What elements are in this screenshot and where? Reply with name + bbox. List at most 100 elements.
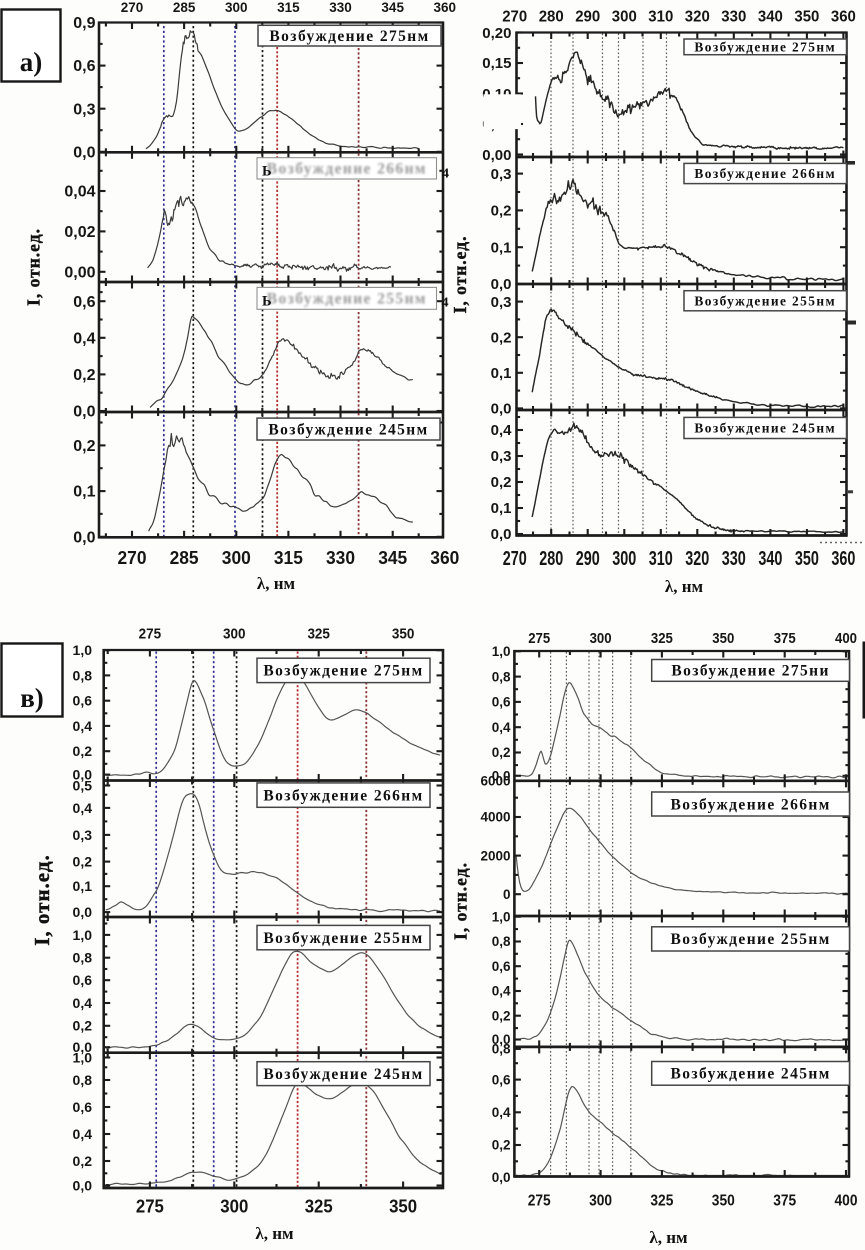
svg-text:340: 340: [758, 548, 782, 570]
svg-text:0,0: 0,0: [491, 401, 512, 418]
svg-text:0,0: 0,0: [73, 767, 93, 783]
svg-text:0,2: 0,2: [491, 203, 512, 220]
svg-text:0,8: 0,8: [73, 950, 93, 966]
svg-text:в): в): [20, 683, 44, 713]
svg-text:Возбуждение 266нм: Возбуждение 266нм: [263, 787, 423, 804]
svg-text:0,1: 0,1: [73, 484, 95, 501]
svg-text:4000: 4000: [480, 810, 510, 825]
svg-text:I, отн.ед.: I, отн.ед.: [30, 854, 54, 945]
svg-text:I, отн.ед.: I, отн.ед.: [451, 862, 471, 940]
svg-text:Ь: Ь: [262, 294, 272, 310]
svg-text:345: 345: [381, 0, 404, 15]
svg-text:0,20: 0,20: [482, 25, 511, 42]
svg-text:270: 270: [121, 0, 144, 15]
svg-text:0,9: 0,9: [73, 15, 95, 32]
svg-text:0,02: 0,02: [64, 224, 95, 241]
svg-text:0,2: 0,2: [73, 1153, 93, 1169]
svg-text:285: 285: [173, 0, 196, 15]
svg-text:Возбуждение 245нм: Возбуждение 245нм: [263, 1066, 423, 1083]
svg-text:325: 325: [650, 1193, 673, 1210]
svg-text:0,4: 0,4: [73, 1126, 93, 1142]
svg-text:0,8: 0,8: [492, 934, 511, 949]
svg-text:0,5: 0,5: [73, 777, 93, 793]
svg-text:0,6: 0,6: [73, 693, 93, 709]
svg-text:0,0: 0,0: [492, 1032, 511, 1047]
svg-text:а): а): [20, 47, 43, 77]
svg-text:300: 300: [612, 9, 637, 26]
svg-text:Возбуждение 266нм: Возбуждение 266нм: [267, 161, 427, 178]
svg-text:360: 360: [831, 548, 855, 570]
svg-text:0,0: 0,0: [73, 904, 93, 920]
svg-text:300: 300: [225, 0, 248, 15]
svg-text:Возбуждение 255нм: Возбуждение 255нм: [671, 931, 831, 948]
svg-text:0,4: 0,4: [492, 1105, 511, 1120]
svg-text:0,04: 0,04: [64, 184, 95, 201]
svg-text:0,8: 0,8: [492, 1042, 511, 1057]
svg-text:Возбуждение 275ни: Возбуждение 275ни: [671, 663, 830, 680]
svg-text:280: 280: [539, 548, 563, 570]
svg-text:0,6: 0,6: [73, 1099, 93, 1115]
svg-text:0: 0: [503, 887, 511, 902]
svg-text:300: 300: [223, 626, 246, 643]
svg-text:360: 360: [430, 548, 459, 568]
svg-text:0,0: 0,0: [73, 529, 95, 546]
svg-text:0,6: 0,6: [492, 695, 511, 710]
svg-text:280: 280: [539, 9, 564, 26]
svg-text:0,2: 0,2: [73, 438, 95, 455]
svg-text:310: 310: [648, 9, 673, 26]
svg-text:0,0: 0,0: [73, 1177, 93, 1193]
svg-text:340: 340: [758, 9, 783, 26]
svg-text:0,2: 0,2: [492, 745, 511, 760]
svg-text:315: 315: [274, 548, 303, 568]
svg-text:λ, нм: λ, нм: [257, 574, 296, 593]
svg-text:0,0: 0,0: [73, 1039, 93, 1055]
svg-text:375: 375: [773, 1193, 796, 1210]
svg-text:Возбуждение 255нм: Возбуждение 255нм: [263, 930, 423, 947]
svg-text:350: 350: [712, 630, 734, 647]
svg-text:300: 300: [589, 1193, 612, 1210]
svg-text:360: 360: [434, 0, 457, 15]
svg-text:0,3: 0,3: [491, 448, 512, 465]
svg-text:0,8: 0,8: [73, 1072, 93, 1088]
svg-text:1,0: 1,0: [73, 642, 93, 658]
svg-text:315: 315: [277, 0, 300, 15]
svg-text:0,4: 0,4: [492, 984, 511, 999]
svg-text:0,4: 0,4: [491, 422, 513, 439]
svg-text:350: 350: [389, 1197, 417, 1217]
svg-text:330: 330: [329, 0, 352, 15]
svg-text:λ, нм: λ, нм: [255, 1224, 294, 1243]
svg-text:0,6: 0,6: [73, 58, 95, 75]
svg-text:0,2: 0,2: [491, 474, 512, 491]
svg-text:Возбуждение 245нм: Возбуждение 245нм: [268, 421, 428, 438]
svg-text:1,0: 1,0: [73, 927, 93, 943]
svg-text:4: 4: [442, 167, 449, 182]
svg-text:300: 300: [612, 548, 636, 570]
svg-text:0,2: 0,2: [73, 1018, 93, 1034]
svg-text:0,00: 0,00: [64, 264, 95, 281]
svg-text:330: 330: [721, 9, 746, 26]
svg-text:0,3: 0,3: [491, 166, 512, 183]
svg-text:285: 285: [170, 548, 199, 568]
svg-text:0,1: 0,1: [491, 500, 512, 517]
svg-text:1,0: 1,0: [73, 1049, 93, 1065]
svg-text:0,2: 0,2: [73, 367, 95, 384]
svg-text:330: 330: [722, 548, 746, 570]
svg-text:0,4: 0,4: [73, 718, 93, 734]
svg-text:320: 320: [685, 9, 710, 26]
svg-text:0,0: 0,0: [491, 276, 512, 293]
svg-text:0,6: 0,6: [73, 972, 93, 988]
svg-text:0,0: 0,0: [492, 769, 511, 784]
svg-text:4: 4: [442, 296, 449, 311]
svg-text:275: 275: [139, 626, 162, 643]
svg-text:325: 325: [305, 1197, 333, 1217]
svg-text:0,3: 0,3: [73, 101, 95, 118]
svg-text:0,0: 0,0: [73, 404, 95, 421]
svg-text:0,3: 0,3: [491, 294, 512, 311]
svg-text:2000: 2000: [480, 848, 510, 863]
svg-text:0,3: 0,3: [73, 827, 93, 843]
svg-text:0,00: 0,00: [482, 147, 511, 164]
svg-text:275: 275: [528, 630, 550, 647]
svg-text:0,0: 0,0: [73, 144, 95, 161]
svg-text:Возбуждение 245нм: Возбуждение 245нм: [671, 1066, 831, 1083]
svg-text:320: 320: [685, 548, 709, 570]
